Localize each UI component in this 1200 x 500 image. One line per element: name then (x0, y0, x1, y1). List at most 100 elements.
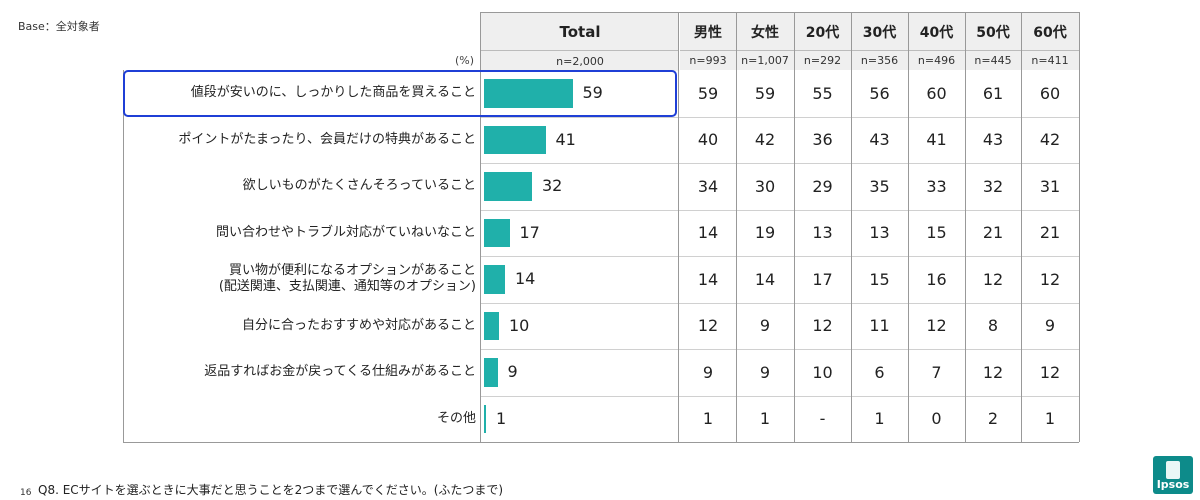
table-cell: 43 (869, 130, 890, 149)
table-cell: 19 (754, 223, 776, 242)
column-header: 60代 (1021, 12, 1079, 50)
bar (484, 358, 498, 387)
table-cell: 60 (1039, 83, 1061, 103)
base-label: Base：全対象者 (18, 20, 100, 33)
table-cell: 60 (926, 83, 947, 103)
column-n: n=1,007 (736, 50, 794, 70)
table-cell: 1 (702, 409, 714, 428)
column-n: n=356 (851, 50, 908, 70)
table-cell: 1 (874, 409, 885, 428)
column-divider (1021, 12, 1022, 442)
column-header: 30代 (851, 12, 908, 50)
column-divider (123, 70, 124, 442)
bar (484, 172, 532, 201)
bar (484, 311, 499, 340)
table-cell: - (819, 409, 826, 428)
question-text: Q8. ECサイトを選ぶときに大事だと思うことを2つまで選んでください。(ふたつ… (38, 483, 504, 497)
row-divider (480, 116, 1079, 118)
table-cell: 14 (697, 269, 719, 289)
column-divider (736, 12, 737, 442)
table-cell: 34 (697, 176, 719, 196)
column-header: 20代 (794, 12, 851, 50)
row-label: 値段が安いのに、しっかりした商品を買えること (190, 85, 476, 101)
table-cell: 56 (869, 83, 890, 103)
table-cell: 14 (697, 223, 719, 242)
table-cell: 12 (697, 316, 719, 335)
bar-value-label: 41 (555, 129, 576, 149)
table-cell: 11 (869, 316, 890, 335)
table-top-border (480, 12, 1079, 13)
table-cell: 14 (754, 269, 776, 289)
row-label: 欲しいものがたくさんそろっていること (242, 178, 476, 194)
table-cell: 59 (754, 83, 776, 103)
column-header: 50代 (965, 12, 1021, 50)
bar (484, 265, 505, 294)
row-divider (480, 256, 1079, 257)
bar-value-label: 32 (542, 176, 563, 195)
row-divider (480, 442, 1079, 443)
table-cell: 35 (869, 176, 890, 196)
table-cell: 13 (812, 223, 833, 242)
bar (484, 404, 486, 433)
row-divider (480, 163, 1079, 164)
table-cell: 12 (812, 316, 833, 335)
table-bottom-border (123, 442, 480, 443)
bar-value-label: 1 (496, 408, 507, 428)
table-cell: 2 (987, 409, 999, 428)
bar-value-label: 10 (509, 315, 530, 335)
row-label: 問い合わせやトラブル対応がていねいなこと (215, 224, 476, 240)
table-cell: 36 (812, 130, 833, 149)
table-cell: 0 (931, 409, 942, 428)
table-cell: 7 (931, 362, 942, 382)
table-cell: 12 (1039, 269, 1061, 289)
logo-figure-icon (1166, 461, 1180, 479)
column-n: n=993 (680, 50, 736, 70)
column-divider (965, 12, 966, 442)
table-cell: 16 (926, 269, 947, 289)
row-divider (480, 209, 1079, 211)
table-cell: 29 (812, 176, 833, 196)
column-divider (1079, 12, 1080, 442)
row-label: 買い物が便利になるオプションがあること (配送関連、支払関連、通知等のオプション… (218, 263, 476, 295)
column-header: 男性 (680, 12, 736, 50)
table-cell: 43 (982, 130, 1004, 149)
column-n-total: n=2,000 (480, 50, 679, 71)
row-label: その他 (436, 410, 476, 426)
column-header-total: Total (480, 12, 679, 51)
table-cell: 1 (1044, 409, 1056, 428)
column-n: n=445 (965, 50, 1021, 70)
table-cell: 31 (1039, 176, 1061, 196)
table-cell: 6 (874, 362, 885, 382)
bar (484, 125, 546, 154)
highlight-box (123, 70, 677, 117)
table-cell: 40 (697, 130, 719, 149)
row-label: 返品すればお金が戻ってくる仕組みがあること (204, 364, 476, 380)
table-cell: 9 (759, 362, 771, 382)
table-cell: 1 (759, 409, 771, 428)
table-cell: 12 (982, 269, 1004, 289)
table-cell: 55 (812, 83, 833, 103)
row-label: 自分に合ったおすすめや対応があること (241, 317, 476, 333)
table-cell: 13 (869, 223, 890, 242)
table-cell: 21 (1039, 223, 1061, 242)
logo-text: Ipsos (1156, 478, 1190, 491)
table-cell: 30 (754, 176, 776, 196)
bar (484, 79, 573, 108)
table-cell: 9 (702, 362, 714, 382)
table-cell: 12 (982, 362, 1004, 382)
row-divider (480, 395, 1079, 397)
column-divider (794, 12, 795, 442)
row-divider (480, 349, 1079, 350)
column-header: 40代 (908, 12, 965, 50)
ipsos-logo: Ipsos (1153, 456, 1193, 494)
column-divider (908, 12, 909, 442)
table-cell: 21 (982, 223, 1004, 242)
column-divider (678, 12, 679, 442)
table-cell: 32 (982, 176, 1004, 196)
table-cell: 42 (1039, 130, 1061, 149)
bar-value-label: 14 (515, 269, 536, 288)
table-cell: 8 (987, 316, 999, 335)
bar (484, 218, 510, 247)
table-cell: 33 (926, 176, 947, 196)
table-cell: 9 (759, 316, 771, 335)
